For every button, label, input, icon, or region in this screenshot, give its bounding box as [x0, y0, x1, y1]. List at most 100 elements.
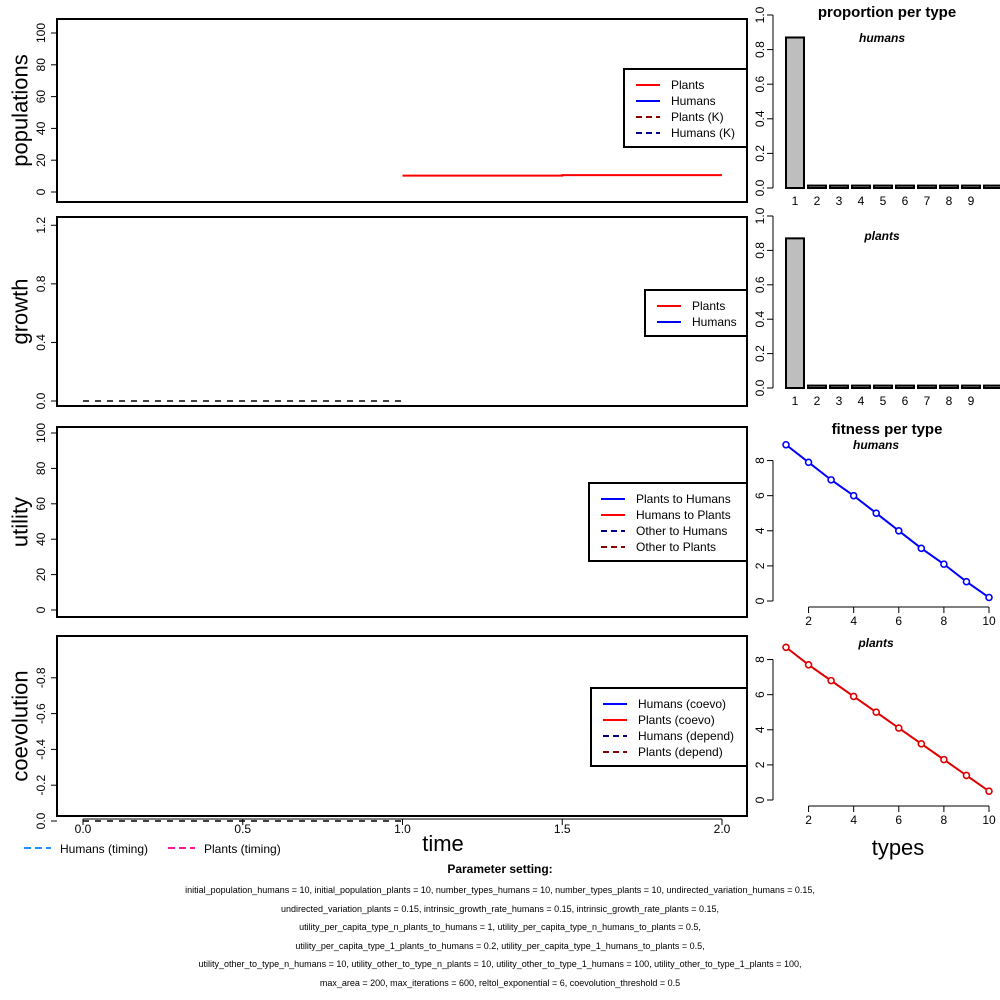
x-tick-label: 3	[836, 394, 843, 408]
bar	[961, 384, 981, 390]
bar	[785, 237, 805, 389]
bar	[807, 384, 827, 390]
y-tick-label: 0.2	[753, 345, 767, 362]
x-tick-label: 6	[902, 194, 909, 208]
y-tick-label: 0.0	[34, 812, 48, 829]
bar	[873, 384, 893, 390]
bar	[873, 184, 893, 190]
y-tick-label: 0.0	[753, 179, 767, 196]
y-tick-label: 8	[753, 656, 767, 663]
bar	[917, 384, 937, 390]
bar	[961, 184, 981, 190]
legend-label: Humans to Plants	[636, 508, 731, 522]
x-tick-label: 10	[982, 614, 996, 628]
chart-subtitle: humans	[859, 31, 905, 45]
y-tick-label: 0.6	[753, 76, 767, 93]
y-tick-label: 6	[753, 691, 767, 698]
legend-label: Other to Plants	[636, 540, 716, 554]
legend-label: Plants (timing)	[204, 842, 281, 856]
x-tick-label: 4	[858, 394, 865, 408]
data-point	[894, 526, 903, 535]
data-point	[827, 676, 835, 685]
y-tick-label: 100	[34, 23, 48, 43]
chart-title: fitness per type	[832, 421, 943, 438]
y-axis-label: populations	[8, 54, 33, 167]
parameter-line: initial_population_humans = 10, initial_…	[185, 885, 815, 895]
x-tick-label: 8	[941, 813, 948, 827]
parameter-line: utility_other_to_type_n_humans = 10, uti…	[198, 959, 802, 969]
x-tick-label: 5	[880, 394, 887, 408]
chart-title: proportion per type	[818, 4, 956, 21]
bar	[895, 384, 915, 390]
bar	[785, 36, 805, 189]
data-point	[940, 560, 948, 568]
data-point	[849, 692, 858, 701]
y-tick-label: 60	[34, 497, 48, 511]
x-axis-label: types	[872, 835, 925, 860]
legend-label: Plants (depend)	[638, 745, 723, 759]
legend-box	[623, 68, 748, 148]
x-tick-label: 4	[850, 614, 857, 628]
plot-frame	[56, 216, 748, 407]
y-tick-label: 0.4	[34, 334, 48, 351]
x-tick-label: 8	[941, 614, 948, 628]
y-tick-label: 4	[753, 527, 767, 534]
chart-subtitle: humans	[853, 438, 899, 452]
legend-label: Humans	[671, 94, 716, 108]
y-tick-label: 1.2	[34, 217, 48, 234]
bar	[851, 184, 871, 190]
parameter-settings: Parameter setting: initial_population_hu…	[0, 862, 1000, 992]
legend-label: Plants to Humans	[636, 492, 731, 506]
parameter-line: utility_per_capita_type_n_plants_to_huma…	[299, 922, 701, 932]
y-tick-label: 0.0	[753, 379, 767, 396]
x-tick-label: 0.0	[75, 822, 92, 836]
x-tick-label: 2	[805, 614, 812, 628]
parameter-line: undirected_variation_plants = 0.15, intr…	[280, 903, 720, 914]
y-tick-label: 6	[753, 492, 767, 499]
x-tick-label: 6	[895, 813, 902, 827]
bar	[917, 184, 937, 190]
y-tick-label: 2	[753, 562, 767, 569]
parameter-line: utility_per_capita_type_1_plants_to_huma…	[295, 940, 705, 951]
y-tick-label: 0.4	[753, 110, 767, 127]
x-tick-label: 3	[836, 194, 843, 208]
y-tick-label: 80	[34, 461, 48, 475]
x-tick-label: 6	[902, 394, 909, 408]
legend-box	[644, 289, 748, 337]
x-tick-label: 2	[814, 394, 821, 408]
x-axis-label: time	[422, 831, 464, 856]
y-tick-label: 0.8	[34, 275, 48, 292]
y-tick-label: 0	[34, 188, 48, 195]
x-tick-label: 2	[814, 194, 821, 208]
data-point	[985, 787, 993, 796]
y-tick-label: 0	[753, 796, 767, 803]
x-tick-label: 1.0	[394, 822, 411, 836]
data-point	[917, 544, 926, 553]
legend-label: Plants	[671, 78, 704, 92]
data-point	[962, 577, 971, 586]
bar	[807, 184, 827, 190]
y-tick-label: 0.8	[753, 41, 767, 58]
y-tick-label: 40	[34, 121, 48, 135]
y-axis-label: growth	[8, 278, 33, 344]
x-tick-label: 9	[968, 394, 975, 408]
x-tick-label: 4	[858, 194, 865, 208]
y-tick-label: 0.2	[753, 145, 767, 162]
legend-label: Humans (K)	[671, 126, 735, 140]
data-point	[872, 509, 881, 518]
x-tick-label: 8	[946, 194, 953, 208]
y-tick-label: 0.4	[753, 311, 767, 328]
x-tick-label: 1	[792, 194, 799, 208]
legend-label: Plants (coevo)	[638, 713, 715, 727]
y-axis-label: coevolution	[8, 670, 33, 781]
bar	[939, 184, 959, 190]
legend-label: Humans (depend)	[638, 729, 734, 743]
data-point	[917, 740, 926, 748]
series-line	[785, 443, 990, 599]
y-tick-label: 0.8	[753, 242, 767, 259]
y-tick-label: -0.6	[34, 703, 48, 724]
y-tick-label: 0	[34, 606, 48, 613]
x-tick-label: 2	[805, 813, 812, 827]
x-tick-label: 4	[850, 813, 857, 827]
